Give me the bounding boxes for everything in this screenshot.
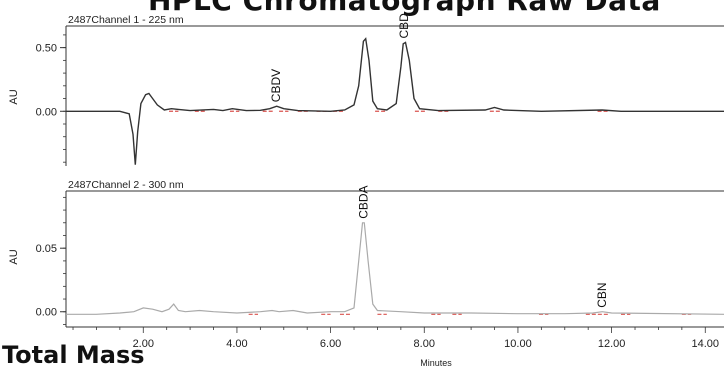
x-tick-label: 4.00 (226, 338, 247, 350)
x-tick-label: 12.00 (598, 338, 626, 350)
footer-title: Total Mass (2, 341, 145, 369)
bottom-peak-labels: CBDA CBN (356, 185, 609, 307)
top-channel-label: 2487Channel 1 - 225 nm (68, 14, 184, 26)
top-peak-label: CBDV (269, 69, 283, 102)
top-y-ticks: 0.00 0.50 (36, 34, 66, 163)
top-y-tick-label: 0.50 (36, 43, 57, 55)
top-peak-labels: CBDV CBD (269, 13, 411, 102)
bottom-channel-label: 2487Channel 2 - 300 nm (68, 179, 184, 191)
bottom-series-line (66, 222, 724, 315)
bottom-y-tick-label: 0.05 (36, 243, 57, 255)
bottom-y-tick-label: 0.00 (36, 307, 57, 319)
x-tick-label: 6.00 (320, 338, 341, 350)
top-y-tick-label: 0.00 (36, 106, 57, 118)
bottom-peak-label: CBDA (356, 185, 370, 218)
x-axis-label: Minutes (420, 358, 452, 367)
top-y-axis-label: AU (8, 89, 20, 104)
top-panel: 2487Channel 1 - 225 nm AU 0.000.50 CBDVC… (8, 13, 724, 166)
x-tick-label: 2.00 (133, 338, 154, 350)
x-axis-ticks: 2.00 4.00 6.00 8.00 10.00 12.00 14.00 (72, 327, 720, 350)
bottom-y-ticks: 0.00 0.05 (36, 196, 66, 325)
x-tick-label: 10.00 (504, 338, 532, 350)
top-series-line (66, 37, 724, 165)
x-tick-label: 8.00 (414, 338, 435, 350)
top-peak-label: CBD (397, 13, 411, 39)
bottom-peak-label: CBN (595, 282, 609, 307)
bottom-panel: 2487Channel 2 - 300 nm AU 0.00 0.05 2.00 4… (8, 179, 724, 367)
x-tick-label: 14.00 (692, 338, 720, 350)
bottom-y-axis-label: AU (8, 249, 20, 264)
page-title: HPLC Chromatograph Raw Data (148, 0, 661, 17)
